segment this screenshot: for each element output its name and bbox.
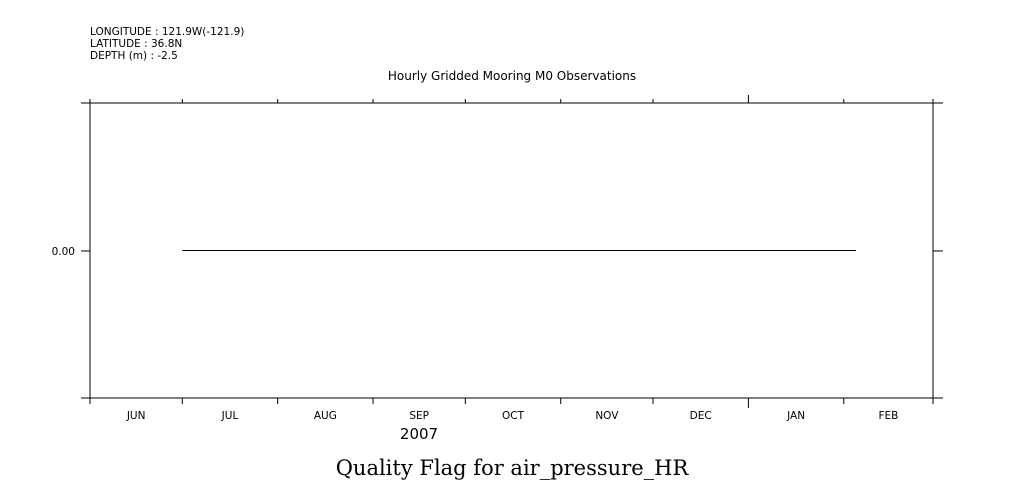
x-axis-ticks: JUN JUL AUG SEP OCT NOV DEC JAN FEB (89, 95, 934, 422)
x-tick-label-jul: JUL (221, 410, 239, 422)
x-tick-label-dec: DEC (690, 410, 712, 422)
year-label: 2007 (400, 425, 438, 443)
y-tick-label-0: 0.00 (52, 246, 75, 258)
x-tick-label-jun: JUN (126, 410, 146, 422)
header-longitude: LONGITUDE : 121.9W(-121.9) (90, 26, 244, 38)
x-tick-label-jan: JAN (786, 410, 805, 422)
x-tick-label-feb: FEB (878, 410, 898, 422)
header-info: LONGITUDE : 121.9W(-121.9) LATITUDE : 36… (90, 26, 244, 62)
header-latitude: LATITUDE : 36.8N (90, 38, 182, 50)
x-tick-label-aug: AUG (314, 410, 337, 422)
x-tick-label-nov: NOV (595, 410, 619, 422)
chart-title: Hourly Gridded Mooring M0 Observations (388, 69, 636, 83)
x-tick-label-oct: OCT (502, 410, 525, 422)
plot-frame (81, 102, 943, 399)
x-tick-label-sep: SEP (409, 410, 429, 422)
header-depth: DEPTH (m) : -2.5 (90, 50, 178, 62)
x-axis-label: Quality Flag for air_pressure_HR (336, 456, 690, 480)
